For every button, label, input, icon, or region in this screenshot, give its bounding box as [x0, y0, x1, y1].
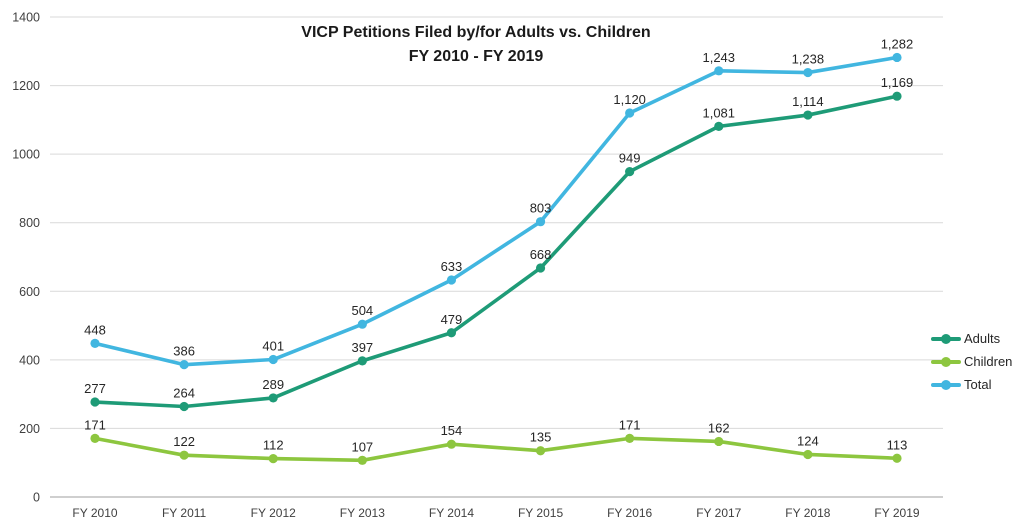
data-point-children [892, 453, 902, 463]
data-label-children: 171 [84, 417, 106, 432]
y-tick-label: 400 [19, 353, 40, 367]
y-tick-label: 200 [19, 422, 40, 436]
data-point-children [803, 449, 813, 460]
legend-label-children: Children [964, 354, 1013, 369]
data-label-total: 803 [530, 201, 552, 216]
legend-label-adults: Adults [964, 331, 1001, 346]
series-line-total [93, 55, 899, 367]
data-label-total: 504 [351, 303, 373, 318]
data-point-total [625, 108, 635, 118]
x-axis-label: FY 2011 [162, 506, 207, 520]
data-point-children [535, 446, 546, 456]
data-point-adults [803, 110, 813, 120]
series-line-adults [93, 94, 899, 409]
data-point-children [625, 433, 635, 443]
data-point-total [90, 338, 100, 348]
data-point-total [535, 217, 546, 227]
data-label-children: 112 [263, 438, 284, 453]
x-axis-label: FY 2012 [251, 506, 296, 520]
data-label-total: 633 [441, 259, 463, 274]
children-line-marker-icon [931, 356, 961, 367]
x-axis-label: FY 2010 [72, 506, 117, 520]
x-axis-label: FY 2015 [518, 506, 563, 520]
data-point-total [714, 66, 724, 76]
y-tick-label: 0 [33, 491, 40, 505]
legend-item-adults: Adults [931, 327, 1012, 350]
data-label-total: 448 [84, 322, 106, 337]
data-label-children: 107 [351, 439, 373, 454]
data-label-adults: 264 [173, 385, 195, 400]
legend-label-total: Total [964, 377, 992, 392]
data-label-children: 122 [173, 434, 195, 449]
y-tick-label: 1200 [12, 79, 40, 93]
data-label-total: 386 [173, 344, 195, 359]
data-label-children: 162 [708, 420, 730, 435]
data-point-adults [625, 167, 635, 177]
data-label-children: 171 [619, 417, 641, 432]
data-label-total: 1,120 [613, 92, 646, 107]
y-tick-label: 1400 [12, 11, 40, 25]
data-label-total: 1,282 [881, 36, 914, 51]
data-point-children [446, 439, 457, 449]
data-point-children [714, 436, 724, 447]
data-label-adults: 1,169 [881, 75, 914, 90]
data-label-adults: 1,081 [702, 105, 735, 120]
y-tick-label: 600 [19, 285, 40, 299]
x-axis-label: FY 2016 [607, 506, 652, 520]
x-axis-label: FY 2019 [874, 506, 919, 520]
data-label-adults: 949 [619, 151, 641, 166]
data-label-children: 124 [797, 433, 819, 448]
data-point-adults [357, 356, 367, 366]
legend-item-children: Children [931, 350, 1012, 373]
data-point-children [357, 455, 367, 465]
data-point-total [803, 67, 813, 78]
data-point-adults [268, 393, 278, 403]
data-label-adults: 397 [351, 340, 373, 355]
series-line-children [93, 436, 899, 463]
data-label-total: 1,243 [702, 50, 735, 65]
data-point-children [90, 433, 100, 443]
adults-line-marker-icon [931, 333, 961, 344]
x-axis-label: FY 2013 [340, 506, 385, 520]
data-label-adults: 668 [530, 247, 552, 262]
total-line-marker-icon [931, 379, 961, 390]
data-point-total [892, 52, 902, 63]
data-point-adults [892, 91, 902, 101]
data-label-total: 401 [262, 339, 284, 354]
data-label-adults: 289 [262, 377, 284, 392]
x-axis-label: FY 2018 [785, 506, 830, 520]
data-point-adults [446, 328, 457, 338]
data-label-children: 154 [441, 423, 463, 438]
data-point-total [179, 360, 189, 370]
data-point-children [179, 450, 189, 460]
data-label-children: 135 [530, 430, 552, 445]
data-label-adults: 1,114 [792, 94, 824, 109]
data-point-children [268, 454, 278, 464]
y-tick-label: 1000 [12, 148, 40, 162]
data-point-adults [90, 397, 100, 407]
data-label-children: 113 [887, 437, 908, 452]
legend-item-total: Total [931, 373, 1012, 396]
data-point-total [446, 275, 457, 285]
data-point-total [268, 354, 278, 365]
data-point-adults [535, 263, 546, 273]
data-label-adults: 479 [441, 312, 463, 327]
x-axis-label: FY 2014 [429, 506, 474, 520]
x-axis-label: FY 2017 [696, 506, 741, 520]
data-point-adults [714, 121, 724, 131]
y-tick-label: 800 [19, 216, 40, 230]
data-point-adults [179, 401, 189, 412]
data-point-total [357, 319, 367, 329]
data-label-total: 1,238 [792, 52, 825, 67]
data-label-adults: 277 [84, 381, 106, 396]
chart-legend: Adults Children Total [931, 327, 1012, 396]
